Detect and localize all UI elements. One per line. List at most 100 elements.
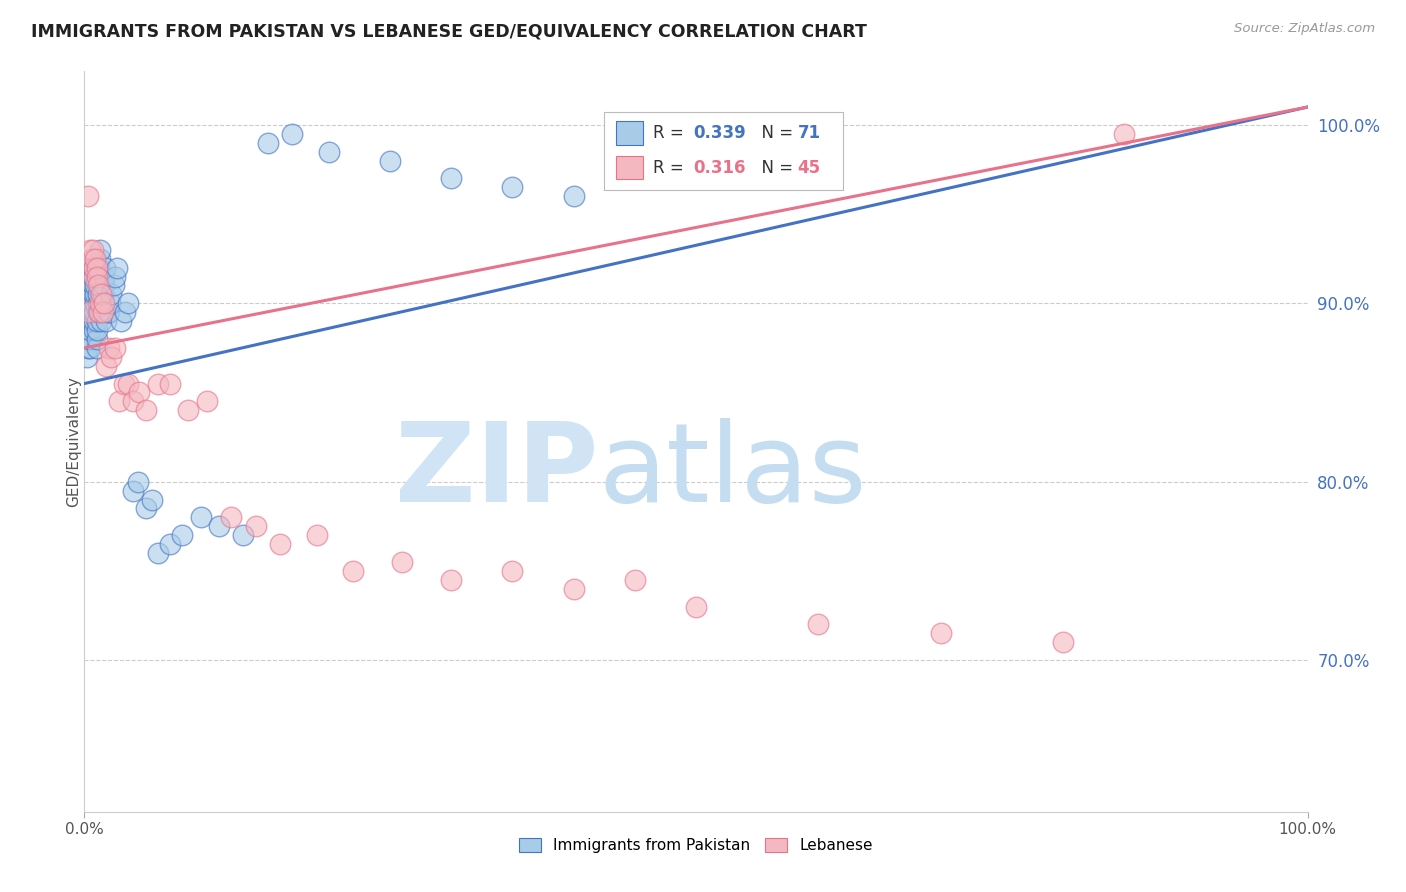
Point — [159, 537, 181, 551]
Point — [82, 269, 104, 284]
Point — [208, 519, 231, 533]
Point — [318, 145, 340, 159]
Point — [172, 528, 194, 542]
Point — [100, 350, 122, 364]
Text: 71: 71 — [797, 124, 821, 142]
Point — [84, 252, 107, 266]
Point — [76, 350, 98, 364]
Point — [82, 260, 104, 275]
Point — [159, 376, 181, 391]
Point — [269, 537, 291, 551]
Point — [1114, 127, 1136, 141]
Point — [195, 394, 218, 409]
Point — [93, 278, 115, 293]
Point — [80, 305, 103, 319]
Point — [86, 323, 108, 337]
Text: Source: ZipAtlas.com: Source: ZipAtlas.com — [1234, 22, 1375, 36]
Point — [93, 296, 115, 310]
Point — [89, 243, 111, 257]
Point — [747, 136, 769, 150]
Point — [122, 394, 145, 409]
Point — [82, 278, 104, 293]
Point — [80, 314, 103, 328]
Point — [83, 260, 105, 275]
Point — [177, 403, 200, 417]
Point — [685, 599, 707, 614]
Text: 45: 45 — [797, 159, 821, 177]
Point — [190, 510, 212, 524]
Point — [87, 278, 110, 293]
Point — [562, 189, 585, 203]
Point — [440, 171, 463, 186]
Point — [87, 296, 110, 310]
Point — [77, 189, 100, 203]
Point — [929, 626, 952, 640]
Point — [97, 305, 120, 319]
Point — [105, 260, 128, 275]
Point — [83, 269, 105, 284]
Point — [141, 492, 163, 507]
Point — [91, 287, 114, 301]
Point — [135, 403, 157, 417]
Point — [87, 278, 110, 293]
Point — [502, 564, 524, 578]
FancyBboxPatch shape — [605, 112, 842, 190]
Point — [232, 528, 254, 542]
Text: R =: R = — [654, 159, 689, 177]
Point — [80, 296, 103, 310]
Bar — [616, 156, 644, 179]
Point — [77, 260, 100, 275]
Point — [77, 269, 100, 284]
Point — [87, 269, 110, 284]
Point — [97, 305, 120, 319]
Point — [77, 332, 100, 346]
Point — [84, 296, 107, 310]
Text: N =: N = — [751, 159, 799, 177]
Text: 0.316: 0.316 — [693, 159, 747, 177]
Point — [84, 287, 107, 301]
Point — [96, 359, 118, 373]
Point — [82, 287, 104, 301]
Point — [107, 394, 129, 409]
Point — [87, 260, 110, 275]
Text: 0.339: 0.339 — [693, 124, 747, 142]
Point — [83, 305, 105, 319]
Point — [219, 510, 242, 524]
Point — [79, 341, 101, 355]
Text: IMMIGRANTS FROM PAKISTAN VS LEBANESE GED/EQUIVALENCY CORRELATION CHART: IMMIGRANTS FROM PAKISTAN VS LEBANESE GED… — [31, 22, 868, 40]
Point — [807, 617, 830, 632]
Point — [146, 376, 169, 391]
Legend: Immigrants from Pakistan, Lebanese: Immigrants from Pakistan, Lebanese — [513, 832, 879, 860]
Point — [97, 341, 120, 355]
Point — [86, 314, 108, 328]
Point — [104, 341, 127, 355]
Text: R =: R = — [654, 124, 689, 142]
Point — [110, 314, 132, 328]
Text: atlas: atlas — [598, 417, 866, 524]
Point — [84, 278, 107, 293]
Point — [146, 546, 169, 560]
Point — [96, 314, 118, 328]
Point — [90, 305, 112, 319]
Point — [79, 332, 101, 346]
Point — [114, 305, 136, 319]
Point — [112, 376, 135, 391]
Point — [685, 127, 707, 141]
Point — [87, 305, 110, 319]
Point — [91, 305, 114, 319]
Point — [98, 296, 121, 310]
Point — [90, 314, 112, 328]
Point — [117, 296, 139, 310]
Point — [104, 269, 127, 284]
Point — [87, 305, 110, 319]
Point — [83, 314, 105, 328]
Y-axis label: GED/Equivalency: GED/Equivalency — [66, 376, 80, 507]
Point — [77, 278, 100, 293]
Point — [79, 323, 101, 337]
Point — [117, 376, 139, 391]
Text: ZIP: ZIP — [395, 417, 598, 524]
Point — [281, 127, 304, 141]
Point — [90, 287, 112, 301]
Point — [562, 582, 585, 596]
Point — [89, 296, 111, 310]
